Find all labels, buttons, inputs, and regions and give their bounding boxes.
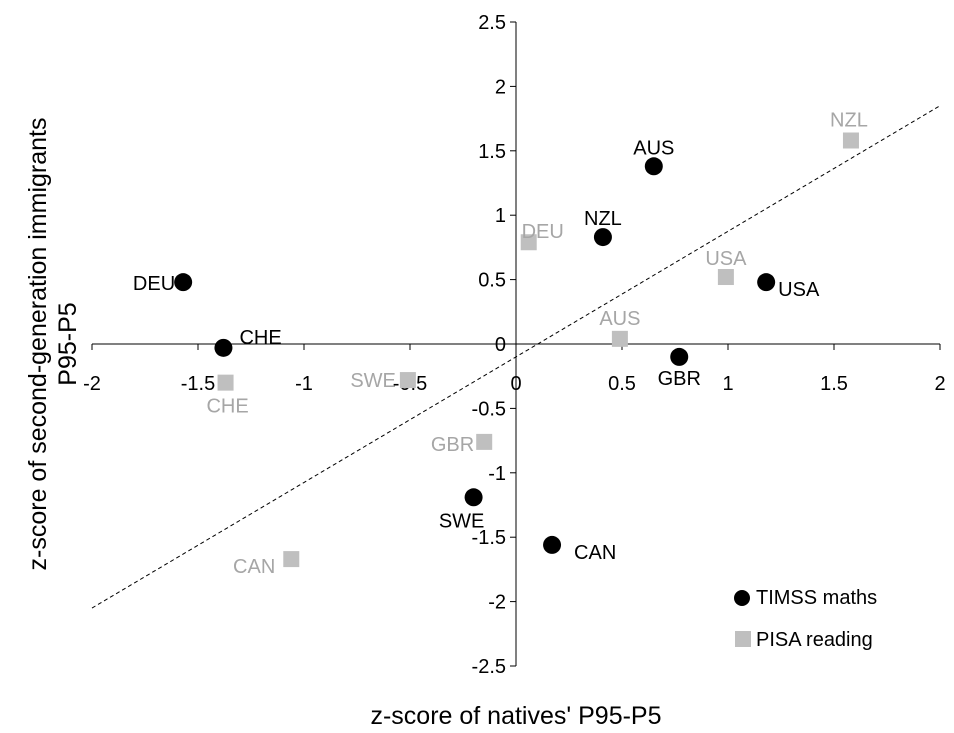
pisa-point-label: SWE (350, 370, 396, 392)
pisa-point (283, 551, 300, 568)
data-points: AUS NZL DEU USA CHE GBR SWE CAN NZL DEU USA AUS SWE C… (133, 109, 868, 578)
legend-pisa-marker (735, 631, 751, 647)
timss-point-label: USA (778, 279, 820, 301)
timss-point (543, 535, 562, 554)
y-axis-title-line-1: z-score of second-generation immigrants (24, 118, 52, 571)
timss-point (593, 228, 612, 247)
pisa-point-label: CAN (233, 556, 275, 578)
timss-point (670, 347, 689, 366)
y-tick-label: 2 (495, 76, 506, 98)
legend-timss-marker (734, 590, 750, 606)
y-tick-label: -2 (488, 592, 506, 614)
timss-point-label: DEU (133, 273, 175, 295)
pisa-point (399, 372, 416, 389)
timss-point-label: AUS (633, 137, 674, 159)
y-axis-title-line-2: P95-P5 (54, 302, 82, 385)
reference-line-group (91, 105, 941, 609)
x-tick-label: -2 (83, 373, 101, 395)
timss-point-label: NZL (584, 208, 622, 230)
pisa-point-label: AUS (599, 308, 640, 330)
x-tick-label: -1 (295, 373, 313, 395)
timss-point-label: SWE (439, 510, 485, 532)
y-tick-label: 2.5 (478, 12, 506, 34)
pisa-point (520, 234, 537, 251)
legend: TIMSS maths PISA reading (734, 587, 877, 651)
x-tick-label: -1.5 (181, 373, 215, 395)
timss-point (174, 273, 193, 292)
y-tick-label: -0.5 (472, 398, 506, 420)
pisa-point (476, 433, 493, 450)
timss-point-label: CAN (574, 542, 616, 564)
y-tick-label: -2.5 (472, 656, 506, 678)
y-tick-label: 1 (495, 205, 506, 227)
pisa-point-label: USA (705, 248, 747, 270)
y-tick-label: 1.5 (478, 141, 506, 163)
timss-point-label: CHE (239, 327, 281, 349)
y-tick-label: -1 (488, 463, 506, 485)
pisa-point-label: CHE (206, 396, 248, 418)
pisa-point-label: GBR (431, 434, 474, 456)
timss-point (757, 273, 776, 292)
pisa-point (842, 132, 859, 149)
pisa-point-label: NZL (830, 109, 868, 131)
pisa-point (717, 269, 734, 286)
y-tick-label: 0 (495, 334, 506, 356)
x-tick-label: 2 (934, 373, 945, 395)
timss-point (644, 157, 663, 176)
y-tick-label: -1.5 (472, 527, 506, 549)
axes: -2-1.5-1-0.500.511.522.521.510.50-0.5-1-… (83, 12, 945, 678)
pisa-point-label: DEU (522, 221, 564, 243)
legend-timss-label: TIMSS maths (756, 587, 877, 609)
pisa-point (217, 374, 234, 391)
legend-pisa-label: PISA reading (756, 629, 873, 651)
x-tick-label: 1.5 (820, 373, 848, 395)
y-axis-title-group: z-score of second-generation immigrants … (24, 118, 82, 571)
reference-line (91, 105, 941, 609)
timss-point (464, 488, 483, 507)
pisa-point (611, 330, 628, 347)
x-tick-label: 1 (722, 373, 733, 395)
timss-point (214, 338, 233, 357)
x-tick-label: 0 (510, 373, 521, 395)
x-axis-title: z-score of natives' P95-P5 (370, 702, 661, 730)
y-tick-label: 0.5 (478, 270, 506, 292)
timss-point-label: GBR (658, 368, 701, 390)
x-tick-label: 0.5 (608, 373, 636, 395)
